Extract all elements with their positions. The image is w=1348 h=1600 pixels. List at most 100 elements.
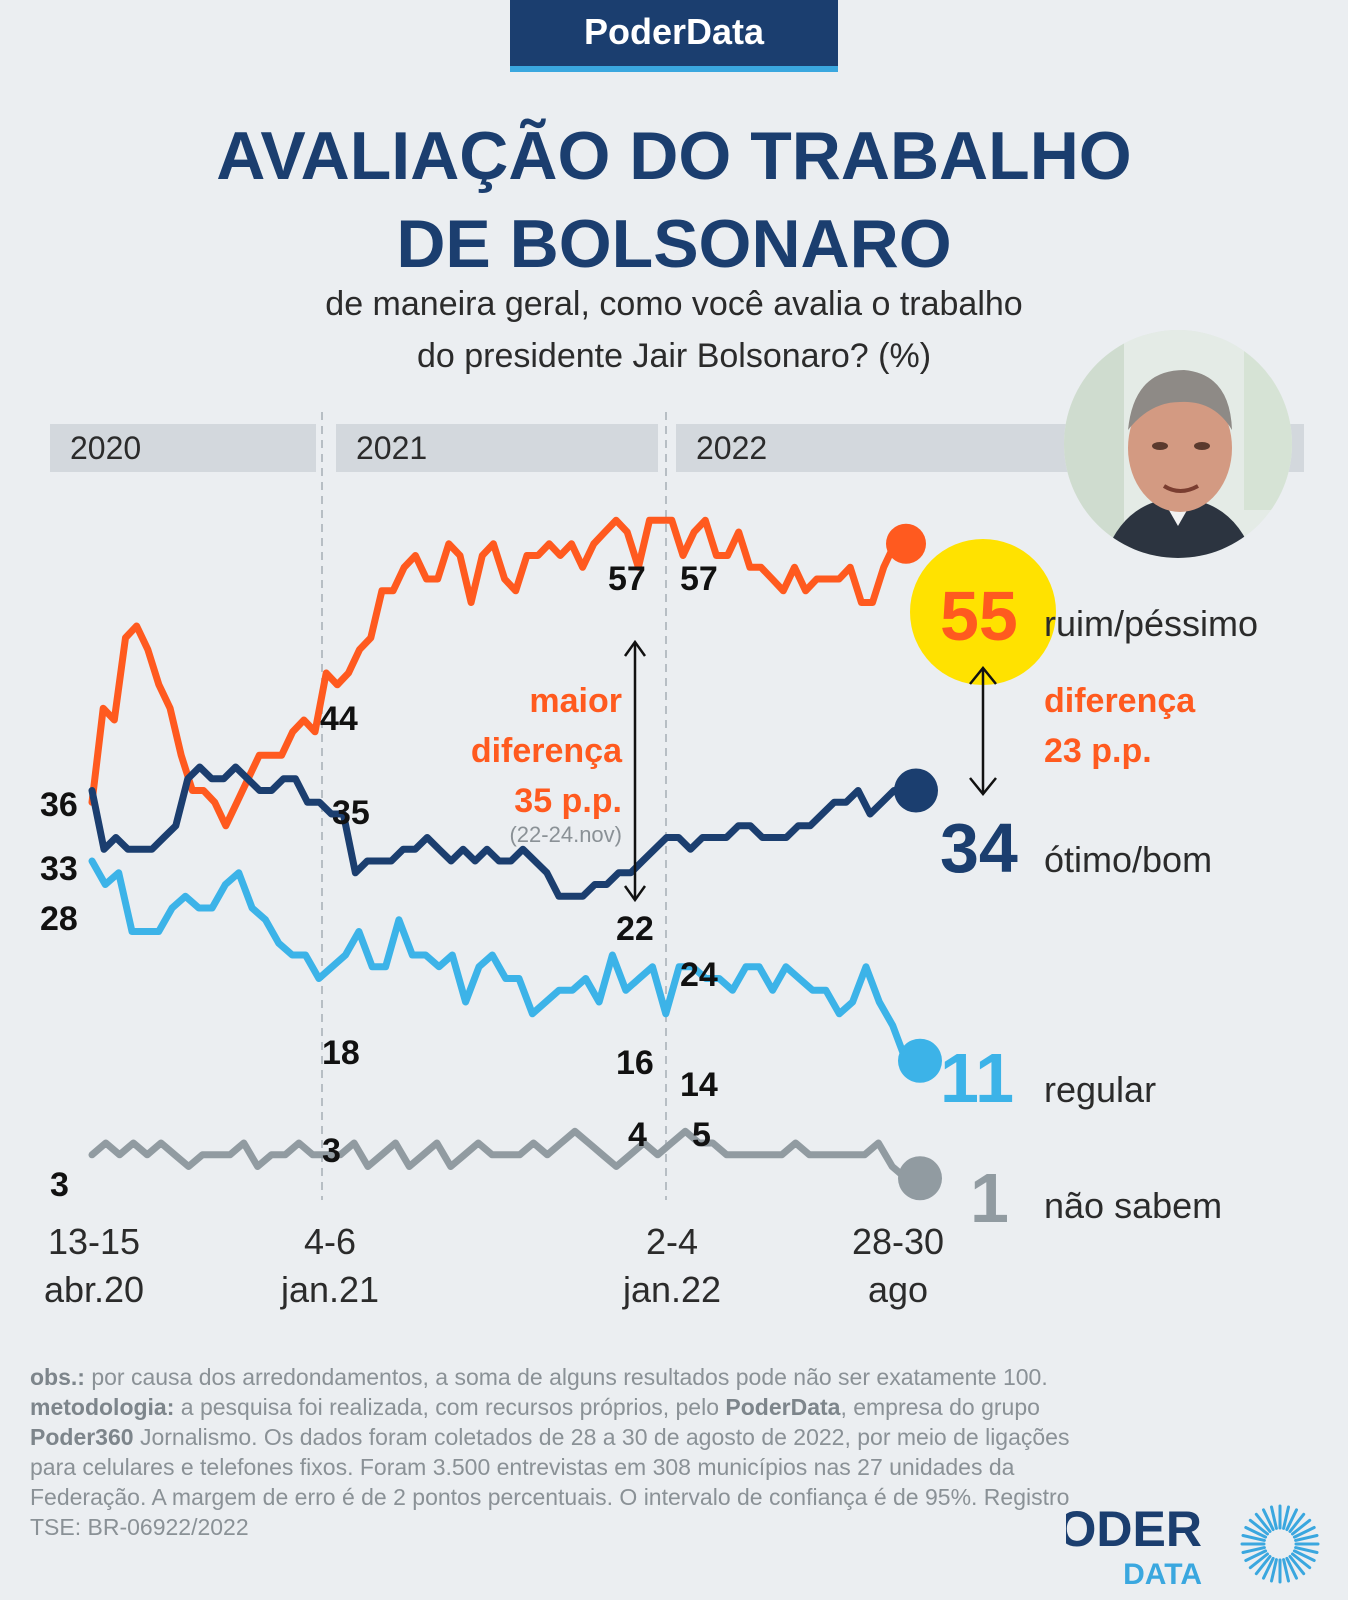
label-otimo-jan22: 24 [680,956,718,994]
logo-ray [1241,1546,1266,1554]
x-tick-0-line2: abr.20 [44,1269,144,1310]
label-otimo-nov21: 22 [616,910,654,948]
logo-ray [1292,1526,1316,1539]
obs-label: obs.: [30,1364,85,1390]
chart-subtitle: de maneira geral, como você avalia o tra… [0,278,1348,382]
label-ruim-jan21: 44 [320,700,358,738]
methodology-text-1: a pesquisa foi realizada, com recursos p… [174,1394,726,1420]
final-value-otimo: 34 [940,809,1018,887]
label-nao-jan21: 3 [322,1132,341,1170]
logo-ray [1292,1549,1316,1562]
footnotes: obs.: por causa dos arredondamentos, a s… [30,1362,1080,1542]
series-line-ruim [88,516,910,830]
x-tick-2-line2: jan.22 [622,1269,721,1310]
logo-ray [1294,1546,1319,1554]
label-ruim-nov21: 57 [608,560,646,598]
series-line-regular [88,857,910,1065]
series-line-nao [88,1127,910,1182]
x-tick-1-line1: 4-6 [304,1221,356,1262]
methodology-brand: PoderData [725,1394,841,1420]
chart-title: AVALIAÇÃO DO TRABALHO DE BOLSONARO [0,112,1348,288]
x-tick-3-line1: 28-30 [852,1221,944,1262]
title-line-2: DE BOLSONARO [396,206,952,282]
methodology-note: metodologia: a pesquisa foi realizada, c… [30,1392,1080,1542]
current-difference-arrow [969,666,997,796]
legend-otimo: ótimo/bom [1044,839,1212,880]
logo-ray [1291,1552,1312,1570]
highlight-circle [910,539,1056,685]
max-diff-line-3: 35 p.p. [514,782,622,820]
logo-ray [1288,1512,1306,1533]
legend-ruim: ruim/péssimo [1044,603,1258,644]
sun-burst-icon [1240,1504,1320,1584]
logo-ray [1288,1555,1306,1576]
title-line-1: AVALIAÇÃO DO TRABALHO [216,118,1132,194]
logo-ray [1282,1505,1290,1530]
x-tick-0-line1: 13-15 [48,1221,140,1262]
x-tick-3-line2: ago [868,1269,928,1310]
logo-ray [1285,1508,1298,1532]
logo-ray [1262,1556,1275,1580]
max-diff-date: (22-24.nov) [509,822,622,847]
label-nao-nov21: 4 [628,1116,647,1154]
logo-ray [1291,1518,1312,1536]
end-dot-regular [898,1038,942,1083]
year-band-2021: 2021 [336,424,658,472]
methodology-text-3: Jornalismo. Os dados foram coletados de … [30,1424,1070,1540]
final-value-ruim: 55 [940,577,1018,655]
end-dot-nao [898,1156,942,1201]
label-nao-first: 3 [50,1166,69,1204]
poderdata-logo: PODER DATA [1024,1500,1326,1591]
year-band-2020: 2020 [50,424,316,472]
label-regular-nov21: 16 [616,1044,654,1082]
label-otimo-jan21: 35 [332,794,370,832]
logo-ray [1270,1558,1278,1583]
brand-banner: PoderData [510,0,838,72]
end-dot-ruim [886,523,926,564]
president-photo [1064,330,1292,558]
logo-ray [1294,1534,1319,1542]
label-ruim-first: 36 [40,786,78,824]
x-tick-2-line1: 2-4 [646,1221,698,1262]
logo-ray [1285,1556,1298,1580]
line-chart: 36 33 28 3 44 35 18 3 57 22 16 4 57 24 1… [40,412,1258,1310]
label-otimo-first: 33 [40,850,78,888]
logo-ray [1241,1534,1266,1542]
label-regular-jan21: 18 [322,1034,360,1072]
final-value-regular: 11 [940,1039,1014,1117]
current-diff-line-1: diferença [1044,682,1196,720]
x-tick-1-line2: jan.21 [280,1269,379,1310]
end-dots [886,523,942,1201]
obs-text: por causa dos arredondamentos, a soma de… [84,1364,1048,1390]
label-regular-first: 28 [40,900,78,938]
legend-regular: regular [1044,1069,1156,1110]
legend-nao: não sabem [1044,1185,1222,1226]
end-dot-otimo [894,768,938,813]
logo-line-2: DATA [1123,1558,1202,1590]
subtitle-line-2: do presidente Jair Bolsonaro? (%) [416,337,932,375]
final-value-nao: 1 [970,1159,1009,1237]
label-ruim-jan22: 57 [680,560,718,598]
obs-note: obs.: por causa dos arredondamentos, a s… [30,1362,1080,1392]
logo-ray [1282,1558,1290,1583]
logo-ray [1248,1518,1269,1536]
methodology-text-2: , empresa do grupo [840,1394,1040,1420]
current-diff-line-2: 23 p.p. [1044,732,1152,770]
logo-ray [1244,1526,1268,1539]
logo-ray [1270,1505,1278,1530]
max-difference-arrow [623,639,647,903]
label-nao-jan22: 5 [692,1116,711,1154]
methodology-label: metodologia: [30,1394,175,1420]
logo-ray [1248,1552,1269,1570]
logo-ray [1244,1549,1268,1562]
subtitle-line-1: de maneira geral, como você avalia o tra… [325,285,1023,323]
logo-ray [1254,1512,1272,1533]
series-line-otimo [88,763,910,900]
logo-ray [1254,1555,1272,1576]
max-diff-line-1: maior [529,682,622,720]
methodology-brand-2: Poder360 [30,1424,134,1450]
logo-ray [1262,1508,1275,1532]
logo-line-1: PODER [1066,1501,1202,1557]
series-layer [88,516,910,1182]
portrait-illustration [1064,330,1292,558]
